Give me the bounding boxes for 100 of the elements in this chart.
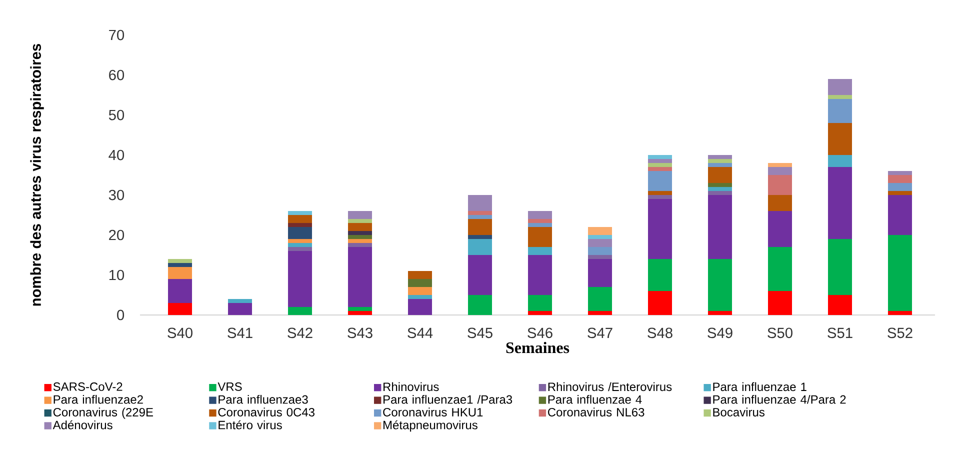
- bar: [828, 95, 852, 99]
- bar: [348, 310, 372, 315]
- bar: [588, 258, 612, 287]
- x-tick-label: S43: [348, 328, 372, 338]
- bar: [468, 218, 492, 235]
- y-tick-label: 50: [108, 110, 124, 120]
- bar: [348, 246, 372, 307]
- bar: [288, 214, 312, 223]
- bar: [468, 294, 492, 315]
- x-tick-label: S40: [168, 328, 192, 338]
- bar: [648, 163, 672, 167]
- bar: [408, 270, 432, 279]
- bar: [168, 258, 192, 263]
- bar: [468, 214, 492, 219]
- y-tick-label: 20: [109, 230, 124, 240]
- bar: [168, 302, 192, 315]
- bar: [768, 194, 792, 211]
- legend-label: Coronavirus HKU1: [383, 408, 483, 416]
- bar: [768, 246, 792, 291]
- bar: [768, 163, 792, 167]
- bar: [348, 230, 372, 235]
- legend-label: Rhinovirus: [384, 382, 439, 392]
- bar: [708, 258, 732, 311]
- legend-label: Para influenzae 1: [713, 382, 806, 392]
- bar: [708, 167, 732, 183]
- bar: [768, 290, 792, 315]
- bar: [288, 222, 312, 227]
- bar: [288, 238, 312, 243]
- bar: [168, 266, 192, 279]
- bar: [348, 238, 372, 243]
- legend-label: VRS: [218, 382, 242, 391]
- bar: [708, 194, 732, 259]
- bar: [288, 210, 312, 215]
- bar: [468, 234, 492, 239]
- bar: [228, 302, 252, 315]
- bar: [348, 234, 372, 239]
- bar: [528, 246, 552, 255]
- bar: [648, 198, 672, 259]
- x-tick-label: S45: [468, 328, 492, 338]
- y-tick-label: 0: [117, 310, 124, 320]
- y-tick-label: 10: [109, 270, 124, 280]
- legend-label: Métapneumovirus: [384, 420, 478, 432]
- bar: [468, 254, 492, 295]
- bar: [588, 254, 612, 259]
- bar: [528, 294, 552, 311]
- y-tick-label: 40: [108, 150, 124, 160]
- legend-label: Rhinovirus /Enterovirus: [548, 382, 672, 392]
- bar: [888, 174, 912, 183]
- bar: [828, 238, 852, 295]
- bar: [648, 190, 672, 195]
- bar: [468, 210, 492, 215]
- bar: [708, 154, 732, 159]
- bar: [528, 254, 552, 295]
- bar: [648, 167, 672, 171]
- bar: [708, 310, 732, 315]
- x-tick-label: S46: [528, 328, 552, 338]
- y-axis-title: nombre des autres virus respiratoires: [30, 44, 44, 306]
- bar: [828, 79, 852, 96]
- bar: [528, 222, 552, 227]
- bar: [648, 154, 672, 159]
- legend-label: SARS-CoV-2: [53, 382, 122, 391]
- x-tick-label: S48: [648, 328, 672, 338]
- legend-label: Para influenzae3: [218, 394, 308, 404]
- legend-label: Adénovirus: [52, 420, 112, 430]
- x-tick-label: S49: [708, 328, 732, 338]
- bar: [288, 226, 312, 239]
- y-tick-label: 30: [108, 190, 124, 200]
- bar: [348, 306, 372, 311]
- y-tick-label: 60: [109, 70, 124, 80]
- bar: [528, 210, 552, 219]
- bar: [588, 286, 612, 311]
- bar: [408, 286, 432, 295]
- bar: [888, 182, 912, 191]
- bar: [828, 294, 852, 315]
- bar: [888, 190, 912, 195]
- bar: [708, 158, 732, 163]
- bar: [348, 242, 372, 247]
- bar: [588, 246, 612, 255]
- bar: [468, 238, 492, 255]
- bar: [708, 163, 732, 167]
- bar: [828, 122, 852, 155]
- x-tick-label: S50: [768, 328, 792, 338]
- bar: [588, 226, 612, 235]
- bar: [348, 218, 372, 223]
- bar: [828, 154, 852, 167]
- bar: [768, 174, 792, 195]
- bar: [288, 306, 312, 315]
- legend-label: Coronavirus NL63: [548, 408, 644, 416]
- bar: [408, 278, 432, 287]
- bar: [888, 310, 912, 315]
- bar: [168, 262, 192, 267]
- bar: [288, 250, 312, 307]
- legend-label: Bocavirus: [713, 408, 764, 416]
- bar: [528, 226, 552, 247]
- legend-label: Coronavirus 0C43: [218, 408, 314, 416]
- x-tick-label: S41: [228, 328, 252, 338]
- bar: [648, 158, 672, 163]
- x-tick-label: S52: [888, 328, 912, 338]
- legend-label: Para influenzae2: [54, 394, 143, 404]
- legend-label: Para influenzae 4/Para 2: [713, 394, 846, 404]
